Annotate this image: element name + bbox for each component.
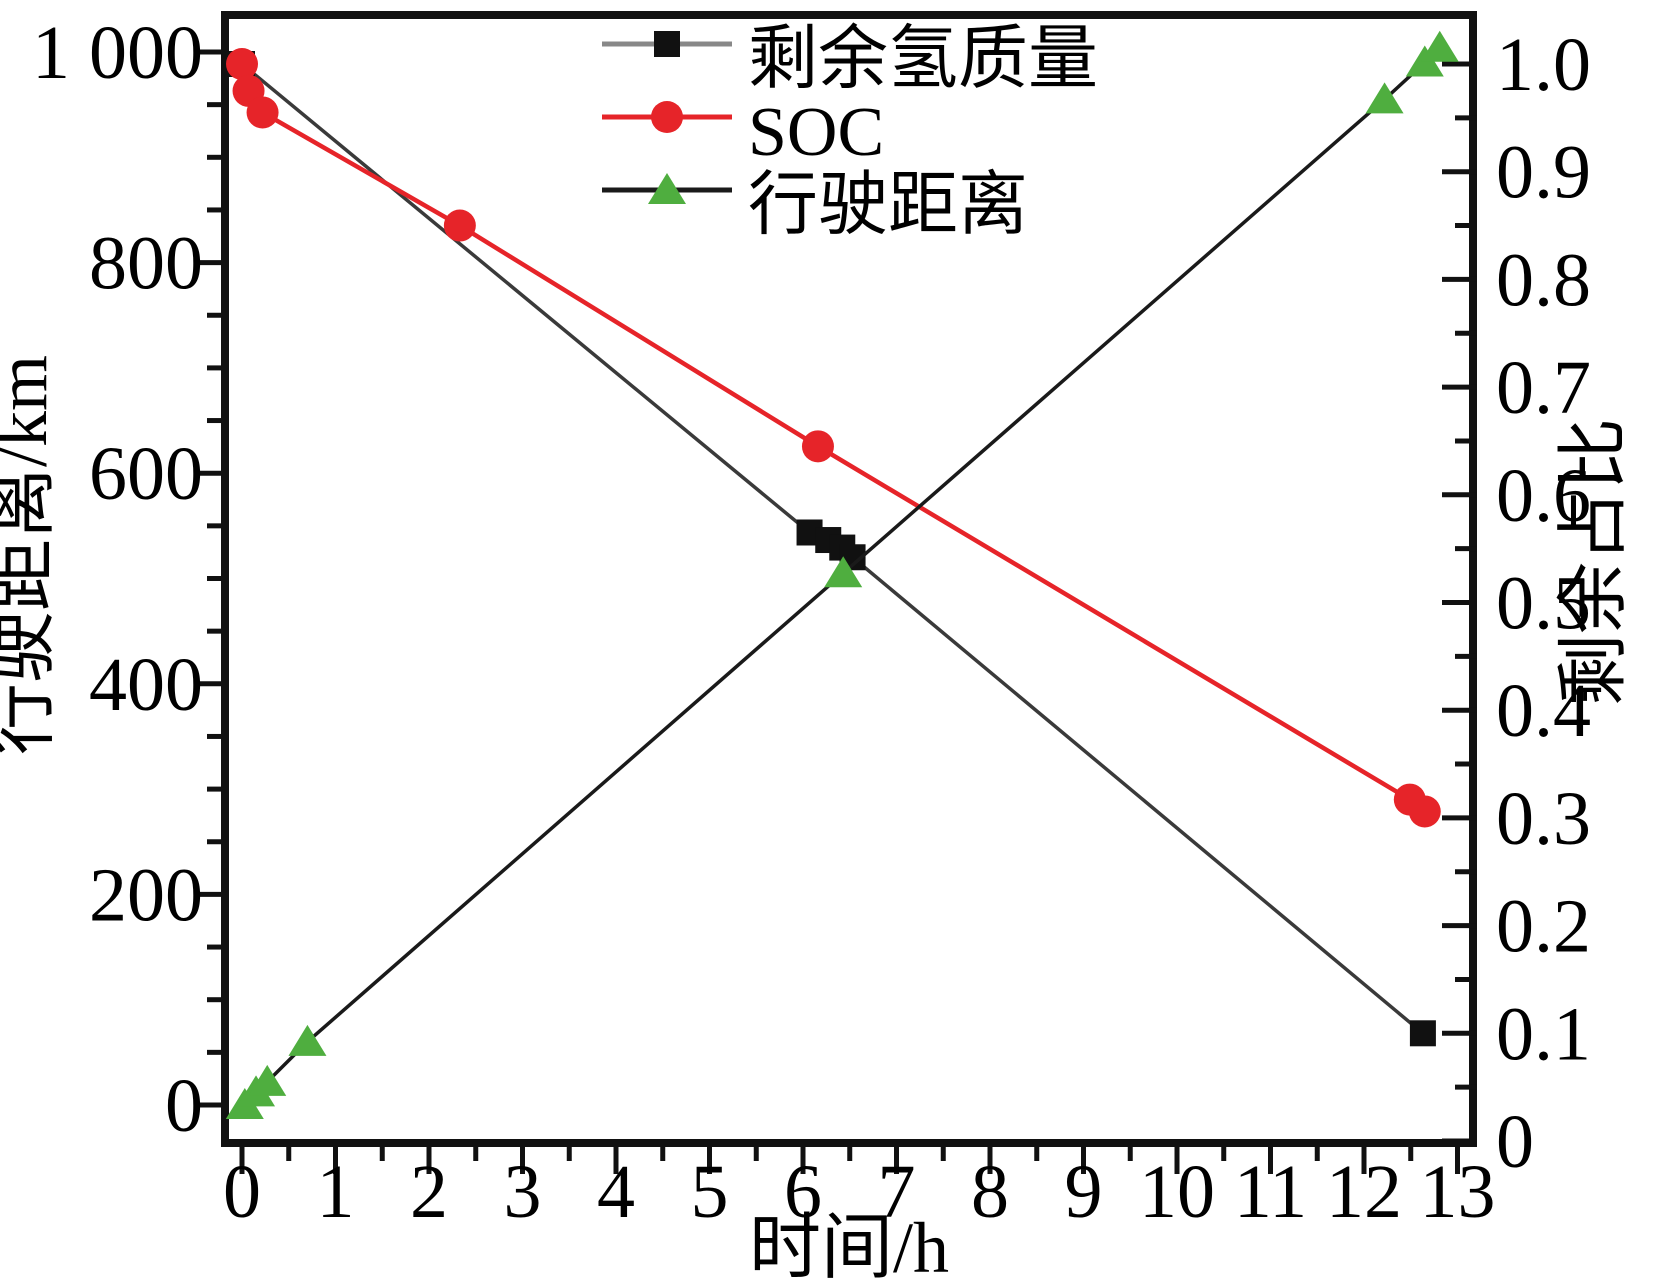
legend-soc-marker xyxy=(651,101,683,133)
legend-driving-distance-label: 行驶距离 xyxy=(748,167,1028,244)
left-tick-label: 0 xyxy=(165,1064,203,1148)
x-tick-label: 9 xyxy=(1065,1150,1103,1234)
legend-entry-driving-distance: 行驶距离 xyxy=(602,167,1028,244)
x-tick-label: 12 xyxy=(1326,1150,1402,1234)
series-driving-distance-marker xyxy=(1365,82,1404,114)
left-tick-label: 200 xyxy=(89,853,203,937)
series-driving-distance-marker xyxy=(288,1024,327,1056)
x-tick-label: 3 xyxy=(504,1150,542,1234)
legend-remaining-hydrogen-mass-marker xyxy=(654,31,680,57)
legend-entry-remaining-hydrogen-mass: 剩余氢质量 xyxy=(602,21,1098,98)
series-soc-marker xyxy=(226,48,258,80)
x-tick-label: 2 xyxy=(410,1150,448,1234)
right-tick-label: 0.8 xyxy=(1496,238,1591,322)
x-tick-label: 4 xyxy=(597,1150,635,1234)
series-soc-marker xyxy=(246,96,279,129)
legend-driving-distance-marker xyxy=(648,173,686,204)
right-tick-label: 0.1 xyxy=(1496,992,1591,1076)
series-soc-marker xyxy=(801,430,834,463)
series-remaining-hydrogen-mass-marker xyxy=(1409,1020,1436,1047)
right-tick-label: 0.6 xyxy=(1496,454,1591,538)
left-tick-label: 800 xyxy=(89,222,203,306)
right-tick-label: 0.5 xyxy=(1496,562,1591,646)
left-tick-label: 600 xyxy=(89,432,203,516)
x-tick-label: 8 xyxy=(971,1150,1009,1234)
left-tick-label: 1 000 xyxy=(32,11,203,95)
plot-border xyxy=(221,11,1477,1147)
x-axis-title: 时间/h xyxy=(749,1208,949,1284)
right-tick-label: 1.0 xyxy=(1496,23,1591,107)
series-driving-distance-marker xyxy=(248,1064,287,1096)
x-tick-label: 6 xyxy=(784,1150,822,1234)
right-tick-label: 0.7 xyxy=(1496,346,1591,430)
right-tick-label: 0.2 xyxy=(1496,885,1591,969)
series-soc-marker xyxy=(1408,795,1441,828)
series-driving-distance-marker xyxy=(824,556,863,588)
left-axis-title: 行驶距离/km xyxy=(0,355,62,755)
legend-entry-soc: SOC xyxy=(602,94,884,171)
series-driving-distance-marker xyxy=(1420,30,1459,62)
right-tick-label: 0 xyxy=(1496,1100,1534,1184)
right-tick-label: 0.9 xyxy=(1496,131,1591,215)
x-tick-label: 7 xyxy=(878,1150,916,1234)
x-tick-label: 13 xyxy=(1420,1150,1496,1234)
legend-soc-label: SOC xyxy=(748,94,884,171)
right-tick-label: 0.4 xyxy=(1496,669,1591,753)
x-tick-label: 11 xyxy=(1234,1150,1307,1234)
x-tick-label: 5 xyxy=(691,1150,729,1234)
series-soc-marker xyxy=(443,209,476,242)
right-tick-label: 0.3 xyxy=(1496,777,1591,861)
left-tick-label: 400 xyxy=(89,643,203,727)
legend-remaining-hydrogen-mass-label: 剩余氢质量 xyxy=(748,21,1098,98)
x-tick-label: 10 xyxy=(1139,1150,1215,1234)
x-tick-label: 0 xyxy=(223,1150,261,1234)
right-axis-title: 剩余占比 xyxy=(1554,418,1634,706)
x-tick-label: 1 xyxy=(317,1150,355,1234)
